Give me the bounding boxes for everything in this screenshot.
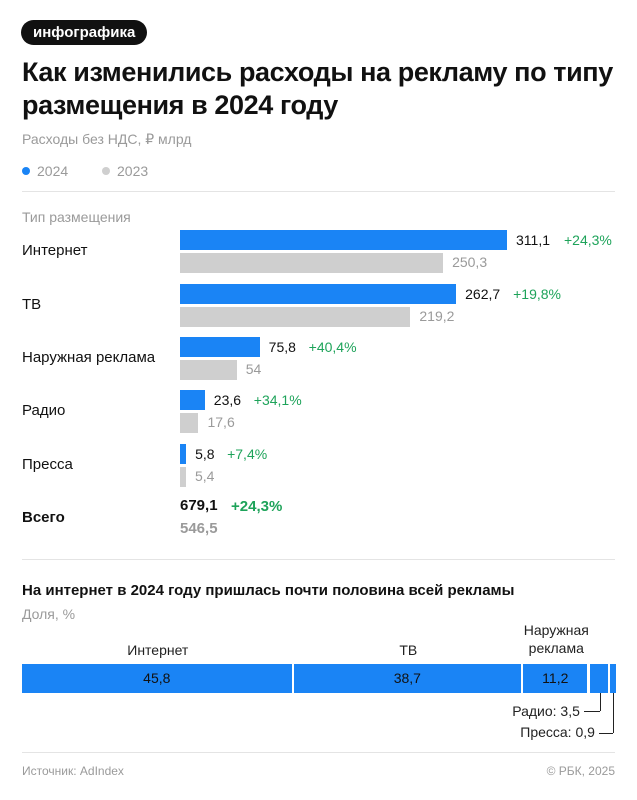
category-label-outdoor: Наружная реклама xyxy=(22,349,156,366)
share-segment-outdoor xyxy=(523,664,588,693)
share-label-outdoor: Наружная реклама xyxy=(501,621,611,657)
legend-swatch-2023 xyxy=(102,167,110,175)
share-segment-press xyxy=(610,664,616,693)
divider-bottom xyxy=(22,752,615,753)
share-value-tv: 38,7 xyxy=(393,670,421,686)
column-header: Тип размещения xyxy=(22,209,131,225)
value-2024-tv: 262,7 xyxy=(465,286,501,302)
bar-2024-outdoor xyxy=(180,337,260,357)
share-chart-unit: Доля, % xyxy=(22,606,76,622)
change-internet: +24,3% xyxy=(564,232,612,248)
legend-label-2024: 2024 xyxy=(37,163,69,179)
share-label-line-internet-0: Интернет xyxy=(127,642,189,658)
bar-2024-internet xyxy=(180,230,507,250)
value-2024-radio: 23,6 xyxy=(213,392,242,408)
legend-swatch-2024 xyxy=(22,167,30,175)
bar-2024-tv xyxy=(180,284,457,304)
category-label-radio: Радио xyxy=(22,402,66,419)
leader-press xyxy=(612,693,614,733)
page-title: Как изменились расходы на рекламу по тип… xyxy=(22,57,613,120)
change-outdoor: +40,4% xyxy=(308,339,357,355)
divider-middle xyxy=(22,559,615,560)
change-radio: +34,1% xyxy=(253,392,302,408)
source-note: Источник: AdIndex xyxy=(22,764,124,778)
total-value-2023: 546,5 xyxy=(180,520,218,537)
legend-item-2023: 2023 xyxy=(102,163,148,179)
bar-2023-radio xyxy=(180,413,199,433)
share-value-internet: 45,8 xyxy=(143,670,171,686)
bar-2023-internet xyxy=(180,253,444,273)
value-2023-outdoor: 54 xyxy=(245,361,262,377)
bar-2023-press xyxy=(180,467,186,487)
category-label-tv: ТВ xyxy=(22,296,42,313)
share-label-tv: ТВ xyxy=(353,641,463,659)
bar-2023-outdoor xyxy=(180,360,237,380)
divider-top xyxy=(22,191,615,192)
value-2023-tv: 219,2 xyxy=(419,308,455,324)
category-label-press: Пресса xyxy=(22,456,73,473)
value-2024-outdoor: 75,8 xyxy=(268,339,296,355)
value-2023-internet: 250,3 xyxy=(452,254,488,270)
value-2024-press: 5,8 xyxy=(195,446,215,462)
share-segment-internet xyxy=(22,664,292,693)
value-2023-radio: 17,6 xyxy=(207,414,235,430)
share-value-outdoor: 11,2 xyxy=(542,670,569,686)
share-label-line-tv-0: ТВ xyxy=(399,642,418,658)
leader-press-h xyxy=(598,733,613,734)
share-label-line-outdoor-1: реклама xyxy=(528,640,584,656)
copyright: © РБК, 2025 xyxy=(546,764,615,778)
value-2024-internet: 311,1 xyxy=(516,232,550,248)
bar-2024-press xyxy=(180,444,187,464)
leader-radio xyxy=(599,693,601,711)
leader-radio-h xyxy=(583,711,600,712)
bar-2023-tv xyxy=(180,307,411,327)
chart-subtitle: Расходы без НДС, ₽ млрд xyxy=(22,131,192,147)
change-tv: +19,8% xyxy=(513,286,561,302)
value-2023-press: 5,4 xyxy=(195,468,215,484)
bar-2024-radio xyxy=(180,390,205,410)
legend-label-2023: 2023 xyxy=(117,163,149,179)
share-segment-tv xyxy=(293,664,522,693)
total-label: Всего xyxy=(22,509,65,526)
share-segment-radio xyxy=(589,664,609,693)
total-value-2024: 679,1 xyxy=(180,497,218,514)
total-change: +24,3% xyxy=(231,498,283,515)
callout-radio: Радио: 3,5 xyxy=(512,703,580,719)
legend-item-2024: 2024 xyxy=(22,163,68,179)
share-label-line-outdoor-0: Наружная xyxy=(523,622,589,638)
category-label-internet: Интернет xyxy=(22,242,88,259)
category-badge: инфографика xyxy=(21,20,148,45)
callout-press: Пресса: 0,9 xyxy=(520,724,595,740)
change-press: +7,4% xyxy=(227,446,268,462)
share-label-internet: Интернет xyxy=(103,641,213,659)
share-chart-title: На интернет в 2024 году пришлась почти п… xyxy=(22,582,515,599)
